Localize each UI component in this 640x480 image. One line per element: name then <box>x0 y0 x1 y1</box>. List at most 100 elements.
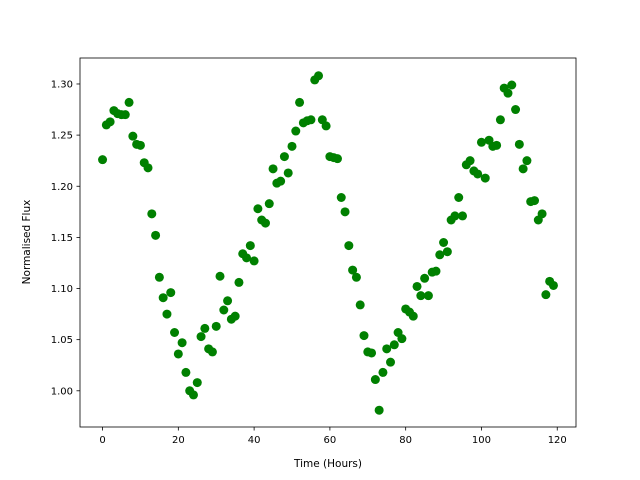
data-point <box>268 164 278 174</box>
data-point <box>348 265 358 275</box>
data-point <box>291 126 301 136</box>
data-point <box>200 323 210 333</box>
data-point <box>530 196 540 206</box>
data-point <box>378 367 388 377</box>
data-point <box>389 340 399 350</box>
data-point <box>370 375 380 385</box>
data-point <box>158 293 168 303</box>
data-point <box>173 349 183 359</box>
x-tick-label: 120 <box>548 435 567 446</box>
data-point <box>177 338 187 348</box>
data-point <box>215 271 225 281</box>
data-point <box>223 296 233 306</box>
x-tick-label: 60 <box>324 435 337 446</box>
data-point <box>188 390 198 400</box>
data-point <box>458 211 468 221</box>
data-point <box>507 80 517 90</box>
data-point <box>382 344 392 354</box>
data-point <box>431 266 441 276</box>
data-point <box>442 247 452 257</box>
data-point <box>514 139 524 149</box>
data-point <box>416 291 426 301</box>
data-point <box>541 290 551 300</box>
data-point <box>279 152 289 162</box>
data-point <box>374 405 384 415</box>
data-point <box>420 273 430 283</box>
data-point <box>151 230 161 240</box>
data-point <box>192 378 202 388</box>
data-point <box>143 163 153 173</box>
data-point <box>147 209 157 219</box>
data-point <box>423 291 433 301</box>
data-point <box>495 115 505 125</box>
data-point <box>412 281 422 291</box>
data-point <box>242 253 252 263</box>
data-point <box>503 88 513 98</box>
data-point <box>295 97 305 107</box>
x-tick-label: 100 <box>472 435 491 446</box>
data-point <box>124 97 134 107</box>
data-point <box>450 211 460 221</box>
data-point <box>439 238 449 247</box>
data-point <box>511 105 521 115</box>
y-tick-label: 1.10 <box>51 284 73 295</box>
data-point <box>548 280 558 290</box>
x-tick-label: 80 <box>399 435 412 446</box>
data-point <box>219 305 229 315</box>
y-tick-label: 1.00 <box>51 386 73 397</box>
data-point <box>522 156 532 166</box>
data-point <box>336 193 346 202</box>
data-point <box>408 311 418 321</box>
data-point <box>196 332 206 342</box>
data-point <box>245 241 255 251</box>
data-point <box>276 176 286 186</box>
data-point <box>492 140 502 150</box>
data-point <box>234 277 244 287</box>
data-point <box>154 272 164 282</box>
data-point <box>359 331 369 341</box>
data-point <box>480 173 490 183</box>
data-point <box>287 141 297 151</box>
data-point <box>473 169 483 179</box>
data-point <box>355 300 365 310</box>
axes-frame <box>79 57 577 428</box>
data-point <box>283 168 293 178</box>
x-axis-label: Time (Hours) <box>293 458 362 470</box>
data-point <box>454 193 464 202</box>
y-axis-label: Normalised Flux <box>21 200 33 285</box>
data-point <box>537 209 547 219</box>
data-point <box>260 218 270 228</box>
data-point <box>170 328 180 337</box>
data-point <box>306 115 316 125</box>
y-tick-label: 1.20 <box>51 182 73 193</box>
x-tick-label: 0 <box>99 435 105 446</box>
data-point <box>264 199 274 209</box>
data-point <box>120 110 130 120</box>
data-point <box>249 256 259 266</box>
data-point <box>367 348 377 358</box>
data-point <box>211 321 221 331</box>
y-tick-label: 1.15 <box>51 233 73 244</box>
data-point <box>98 155 108 165</box>
y-tick-label: 1.25 <box>51 131 73 142</box>
data-point <box>332 154 342 164</box>
y-tick-label: 1.05 <box>51 335 73 346</box>
data-point <box>162 309 172 319</box>
x-tick-label: 20 <box>172 435 185 446</box>
data-point <box>207 347 217 357</box>
data-point <box>397 334 407 344</box>
data-point <box>518 164 528 174</box>
data-point <box>105 117 115 127</box>
data-point <box>230 311 240 321</box>
data-point <box>135 140 145 150</box>
data-point <box>435 250 445 260</box>
data-point <box>181 367 191 377</box>
data-point <box>340 207 350 217</box>
data-point <box>465 156 475 166</box>
data-point <box>321 121 331 131</box>
data-point <box>314 71 324 81</box>
data-point <box>386 357 396 367</box>
data-point <box>128 131 138 141</box>
